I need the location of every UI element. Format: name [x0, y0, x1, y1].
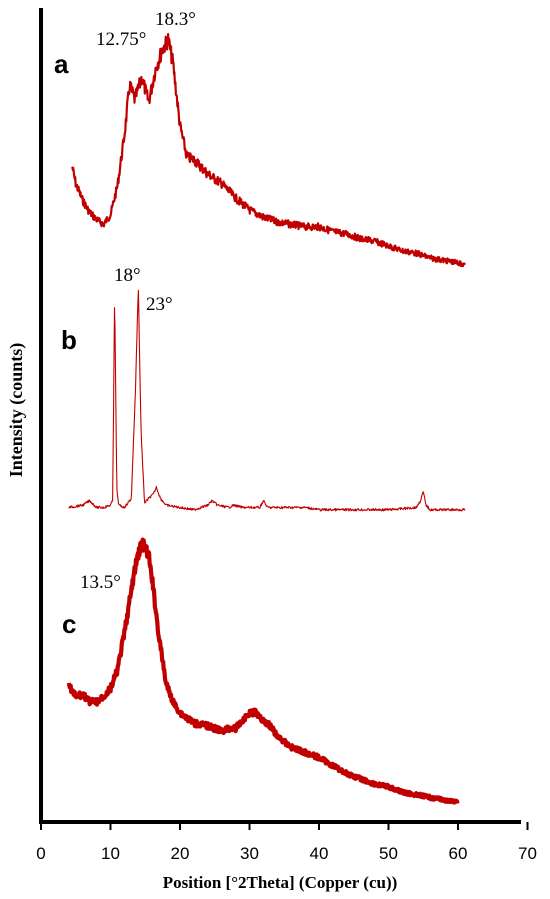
- peak-label-b-2: 23°: [146, 294, 173, 315]
- x-tick-label: 50: [379, 844, 398, 863]
- x-tick-label: 40: [310, 844, 329, 863]
- panel-label-a: a: [54, 49, 69, 79]
- panel-label-c: c: [62, 609, 76, 639]
- peak-label-a-2: 18.3°: [155, 9, 196, 30]
- x-tick-label: 20: [171, 844, 190, 863]
- x-tick-label: 0: [36, 844, 45, 863]
- panel-label-b: b: [61, 325, 77, 355]
- series-layer: [66, 32, 466, 805]
- x-ticks: 0 10 20 30 40 50 60 70: [36, 822, 537, 863]
- x-tick-label: 10: [101, 844, 120, 863]
- y-axis-title: Intensity (counts): [6, 343, 27, 478]
- x-tick-label: 30: [240, 844, 259, 863]
- peak-label-c-1: 13.5°: [80, 572, 121, 593]
- series-line-b: [68, 289, 466, 512]
- x-tick-label: 70: [518, 844, 537, 863]
- series-line-a: [71, 32, 466, 268]
- x-tick-label: 60: [449, 844, 468, 863]
- series-line-c: [66, 537, 460, 805]
- peak-label-a-1: 12.75°: [96, 29, 146, 50]
- x-axis-title: Position [°2Theta] (Copper (cu)): [163, 873, 398, 892]
- peak-label-b-1: 18°: [114, 265, 141, 286]
